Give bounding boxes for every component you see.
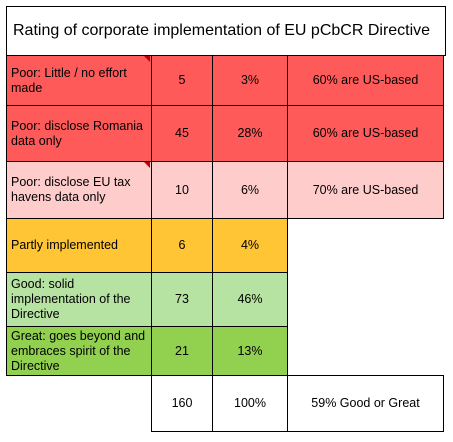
row-label: Great: goes beyond and embraces spirit o…: [6, 326, 152, 376]
row-note: [287, 326, 444, 376]
table-row-poor-romania: Poor: disclose Romania data only 45 28% …: [6, 105, 446, 162]
total-count: 160: [151, 375, 213, 432]
row-label: Poor: Little / no effort made: [6, 55, 152, 106]
total-note: 59% Good or Great: [287, 375, 444, 432]
row-count: 6: [151, 218, 213, 273]
table-title: Rating of corporate implementation of EU…: [6, 6, 446, 56]
table-row-total: 160 100% 59% Good or Great: [6, 375, 446, 432]
table-row-poor-eu-havens: Poor: disclose EU tax havens data only 1…: [6, 161, 446, 219]
row-note: 70% are US-based: [287, 161, 444, 219]
row-percent: 4%: [212, 218, 288, 273]
row-count: 21: [151, 326, 213, 376]
row-count: 5: [151, 55, 213, 106]
total-label-blank: [6, 375, 152, 432]
table-row-good: Good: solid implementation of the Direct…: [6, 272, 446, 327]
row-note: 60% are US-based: [287, 55, 444, 106]
row-note: [287, 272, 444, 327]
table-row-great: Great: goes beyond and embraces spirit o…: [6, 326, 446, 376]
row-label: Partly implemented: [6, 218, 152, 273]
row-count: 45: [151, 105, 213, 162]
row-percent: 6%: [212, 161, 288, 219]
row-count: 73: [151, 272, 213, 327]
comment-marker-icon: [144, 162, 150, 168]
total-percent: 100%: [212, 375, 288, 432]
row-percent: 28%: [212, 105, 288, 162]
table-row-partly: Partly implemented 6 4%: [6, 218, 446, 273]
row-note: 60% are US-based: [287, 105, 444, 162]
row-count: 10: [151, 161, 213, 219]
row-label: Good: solid implementation of the Direct…: [6, 272, 152, 327]
row-note: [287, 218, 444, 273]
comment-marker-icon: [144, 56, 150, 62]
row-percent: 46%: [212, 272, 288, 327]
table-row-poor-little-effort: Poor: Little / no effort made 5 3% 60% a…: [6, 55, 446, 106]
row-label: Poor: disclose Romania data only: [6, 105, 152, 162]
row-percent: 13%: [212, 326, 288, 376]
row-percent: 3%: [212, 55, 288, 106]
row-label: Poor: disclose EU tax havens data only: [6, 161, 152, 219]
